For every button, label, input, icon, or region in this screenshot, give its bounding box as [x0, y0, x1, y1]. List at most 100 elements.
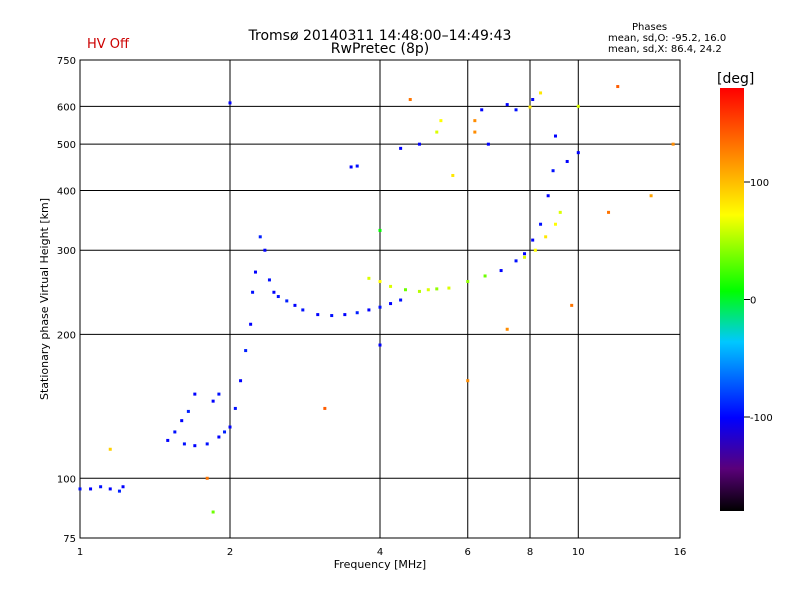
y-tick-label: 75	[63, 534, 76, 545]
echo-point	[570, 303, 574, 307]
echo-point	[523, 252, 527, 256]
y-tick-label: 200	[57, 330, 76, 341]
echo-point	[228, 101, 232, 105]
echo-point	[349, 165, 353, 169]
echo-point	[211, 399, 215, 403]
echo-point	[378, 305, 382, 309]
echo-point	[276, 295, 280, 299]
x-tick-labels: 1 2 4 6 8 10 16	[77, 547, 687, 558]
echo-point	[272, 290, 276, 294]
echo-point	[267, 278, 271, 282]
hv-status-label: HV Off	[87, 37, 129, 52]
echo-point	[480, 108, 484, 112]
x-tick-label: 16	[674, 547, 687, 558]
x-tick-label: 2	[227, 547, 233, 558]
echo-point	[217, 435, 221, 439]
y-tick-label: 100	[57, 474, 76, 485]
echo-point	[531, 98, 535, 102]
y-tick-label: 400	[57, 186, 76, 197]
echo-point	[505, 327, 509, 331]
echo-point	[616, 85, 620, 89]
y-tick-label: 300	[57, 246, 76, 257]
echo-point	[389, 284, 393, 288]
echo-point	[108, 447, 112, 451]
x-tick-label: 8	[527, 547, 533, 558]
echo-point	[355, 311, 359, 315]
echo-point	[108, 487, 112, 491]
echo-point	[426, 288, 430, 292]
echo-point	[399, 298, 403, 302]
colorbar-ticks: 100 0 -100	[744, 178, 773, 424]
echo-point	[263, 248, 267, 252]
x-tick-label: 10	[572, 547, 585, 558]
echo-point	[483, 274, 487, 278]
x-tick-label: 4	[377, 547, 383, 558]
echo-point	[249, 322, 253, 326]
echo-point	[417, 142, 421, 146]
echo-point	[523, 255, 527, 259]
echo-point	[486, 142, 490, 146]
echo-point	[403, 288, 407, 292]
echo-point	[528, 105, 532, 109]
echo-point	[505, 103, 509, 107]
echo-point	[576, 151, 580, 155]
echo-point	[565, 159, 569, 163]
echo-point	[367, 308, 371, 312]
echo-point	[466, 379, 470, 383]
echo-point	[285, 299, 289, 303]
echo-point	[435, 287, 439, 291]
echo-point	[228, 425, 232, 429]
y-tick-label: 750	[57, 56, 76, 67]
echo-point	[251, 290, 255, 294]
echo-point	[473, 119, 477, 123]
echo-point	[217, 392, 221, 396]
y-axis-label: Stationary phase Virtual Height [km]	[38, 198, 51, 400]
echo-point	[223, 430, 227, 434]
echo-point	[439, 119, 443, 123]
echo-point	[193, 444, 197, 448]
colorbar-tick-label: 100	[750, 178, 769, 189]
colorbar-tick-label: -100	[750, 413, 773, 424]
echo-point	[182, 442, 186, 446]
echo-point	[539, 222, 543, 226]
phases-x-stats: mean, sd,X: 86.4, 24.2	[608, 44, 722, 55]
colorbar	[720, 88, 744, 511]
echo-point	[78, 487, 82, 491]
echo-point	[180, 419, 184, 423]
echo-point	[389, 302, 393, 306]
echo-point	[378, 343, 382, 347]
echo-point	[499, 269, 503, 273]
x-tick-label: 1	[77, 547, 83, 558]
echo-point	[546, 194, 550, 198]
echo-point	[193, 392, 197, 396]
echo-point	[233, 406, 237, 410]
x-tick-label: 6	[465, 547, 471, 558]
echo-point	[533, 248, 537, 252]
echo-point	[355, 164, 359, 168]
echo-point	[435, 130, 439, 134]
echo-point	[607, 210, 611, 214]
echo-point	[378, 228, 382, 232]
echo-point	[323, 406, 327, 410]
echo-point	[121, 485, 125, 489]
echo-point	[293, 303, 297, 307]
echo-point	[330, 314, 334, 318]
echo-point	[253, 270, 257, 274]
echo-point	[558, 210, 562, 214]
echo-point	[244, 349, 248, 353]
echo-point	[539, 91, 543, 95]
echo-point	[258, 235, 262, 239]
phases-heading: Phases	[632, 22, 668, 33]
echo-point	[408, 98, 412, 102]
echo-point	[514, 108, 518, 112]
echo-point	[544, 235, 548, 239]
echo-point	[447, 286, 451, 290]
echo-point	[553, 134, 557, 138]
echo-point	[99, 485, 103, 489]
echo-point	[166, 438, 170, 442]
echo-point	[205, 442, 209, 446]
echo-point	[205, 476, 209, 480]
grid-lines	[80, 60, 680, 538]
echo-point	[553, 222, 557, 226]
